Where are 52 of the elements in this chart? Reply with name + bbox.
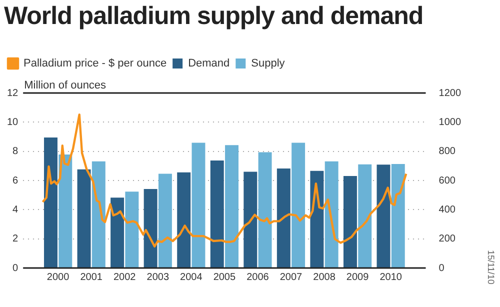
bar [244,172,258,268]
y-tick-label: 12 [7,88,19,99]
bar [58,154,72,268]
bar [77,169,91,268]
text: 15/11/10 [486,250,496,284]
x-tick-label: 2008 [313,272,336,283]
y-tick-label: 0 [12,262,19,274]
y-tick-label: 6 [12,175,19,186]
bar [110,198,124,268]
bar [44,137,58,268]
bar [343,176,357,268]
bar [376,164,390,268]
x-tick-label: 2010 [380,272,402,283]
y-tick-label: 8 [12,146,19,158]
x-tick-label: 2007 [280,272,303,283]
bar [210,160,224,268]
y2-tick-label: 800 [438,146,456,158]
x-tick-label: 2005 [213,272,236,283]
chart-title: World palladium supply and demand [4,2,424,31]
bar [158,174,172,268]
bar [292,142,306,268]
y2-tick-label: 600 [438,175,456,186]
y-tick-label: 2 [12,234,19,245]
x-tick-label: 2000 [46,272,70,283]
y2-tick-label: 200 [438,234,456,245]
bar [258,152,272,268]
y-axis-title: Million of ounces [24,80,107,92]
bar [177,172,191,268]
y-tick-label: 10 [7,116,19,128]
y2-tick-label: 1200 [438,88,462,99]
bar [144,188,158,268]
x-tick-label: 2006 [246,272,270,283]
y2-tick-label: 400 [438,204,456,216]
bar [276,168,290,268]
bar [358,164,372,268]
bar [225,145,238,268]
bar [391,164,405,268]
legend-label: Supply [251,58,286,70]
bar [192,142,206,268]
x-tick-label: 2004 [180,272,203,283]
x-tick-label: 2002 [113,272,136,283]
y2-tick-label: 1000 [438,116,462,128]
legend-label: Demand [188,58,230,70]
y-tick-label: 4 [12,204,19,216]
x-tick-label: 2001 [80,272,103,283]
bar [92,161,106,268]
bar [125,192,139,268]
x-tick-label: 2009 [346,272,370,283]
y2-tick-label: 0 [438,262,445,274]
legend-label: Palladium price - $ per ounce [24,58,167,70]
x-tick-label: 2003 [146,272,170,283]
bar [324,161,338,268]
